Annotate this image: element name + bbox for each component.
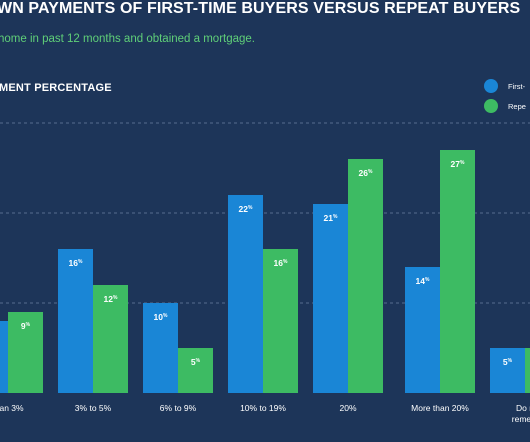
bar-repeat-5 (440, 150, 475, 393)
data-label: 5% (503, 357, 513, 367)
x-tick-label: 10% to 19% (240, 403, 286, 413)
bar-first-time-1 (58, 249, 93, 393)
bar-repeat-3 (263, 249, 298, 393)
data-label: 14% (416, 276, 430, 286)
x-tick-label-line2: remem (511, 414, 530, 424)
data-label: 9% (21, 321, 31, 331)
bar-first-time-2 (143, 303, 178, 393)
data-label: 26% (359, 168, 373, 178)
data-label: 10% (154, 312, 168, 322)
legend-item-repeat: Repe (484, 98, 526, 114)
data-label: 12% (104, 294, 118, 304)
legend-swatch-first-time (484, 79, 498, 93)
x-tick-label: More than 20% (411, 403, 469, 413)
data-label: 16% (69, 258, 83, 268)
x-tick-label: Do nremem (512, 403, 530, 425)
bar-first-time-4 (313, 204, 348, 393)
x-tick-label: than 3% (0, 403, 24, 413)
data-label: 27% (451, 159, 465, 169)
data-label: 16% (274, 258, 288, 268)
bar-repeat-1 (93, 285, 128, 393)
legend-item-first-time: First- (484, 78, 525, 94)
bar-repeat-6 (525, 348, 530, 393)
legend-label-first-time: First- (508, 81, 526, 91)
y-axis-label: MENT PERCENTAGE (0, 82, 112, 94)
bar-first-time-6 (490, 348, 525, 393)
data-label: 22% (239, 204, 253, 214)
bar-first-time-0 (0, 321, 8, 393)
x-tick-label: 3% to 5% (74, 403, 112, 413)
bar-repeat-0 (8, 312, 43, 393)
bar-first-time-3 (228, 195, 263, 393)
bar-repeat-2 (178, 348, 213, 393)
chart-title: WN PAYMENTS OF FIRST-TIME BUYERS VERSUS … (0, 0, 521, 17)
bar-first-time-5 (405, 267, 440, 393)
chart-subtitle: home in past 12 months and obtained a mo… (0, 33, 256, 45)
legend-swatch-repeat (484, 99, 498, 113)
bar-repeat-4 (348, 159, 383, 393)
data-label: 5% (191, 357, 201, 367)
data-label: 21% (324, 213, 338, 223)
x-tick-label: 20% (339, 403, 357, 413)
legend-label-repeat: Repe (508, 101, 526, 111)
x-tick-label: 6% to 9% (159, 403, 197, 413)
